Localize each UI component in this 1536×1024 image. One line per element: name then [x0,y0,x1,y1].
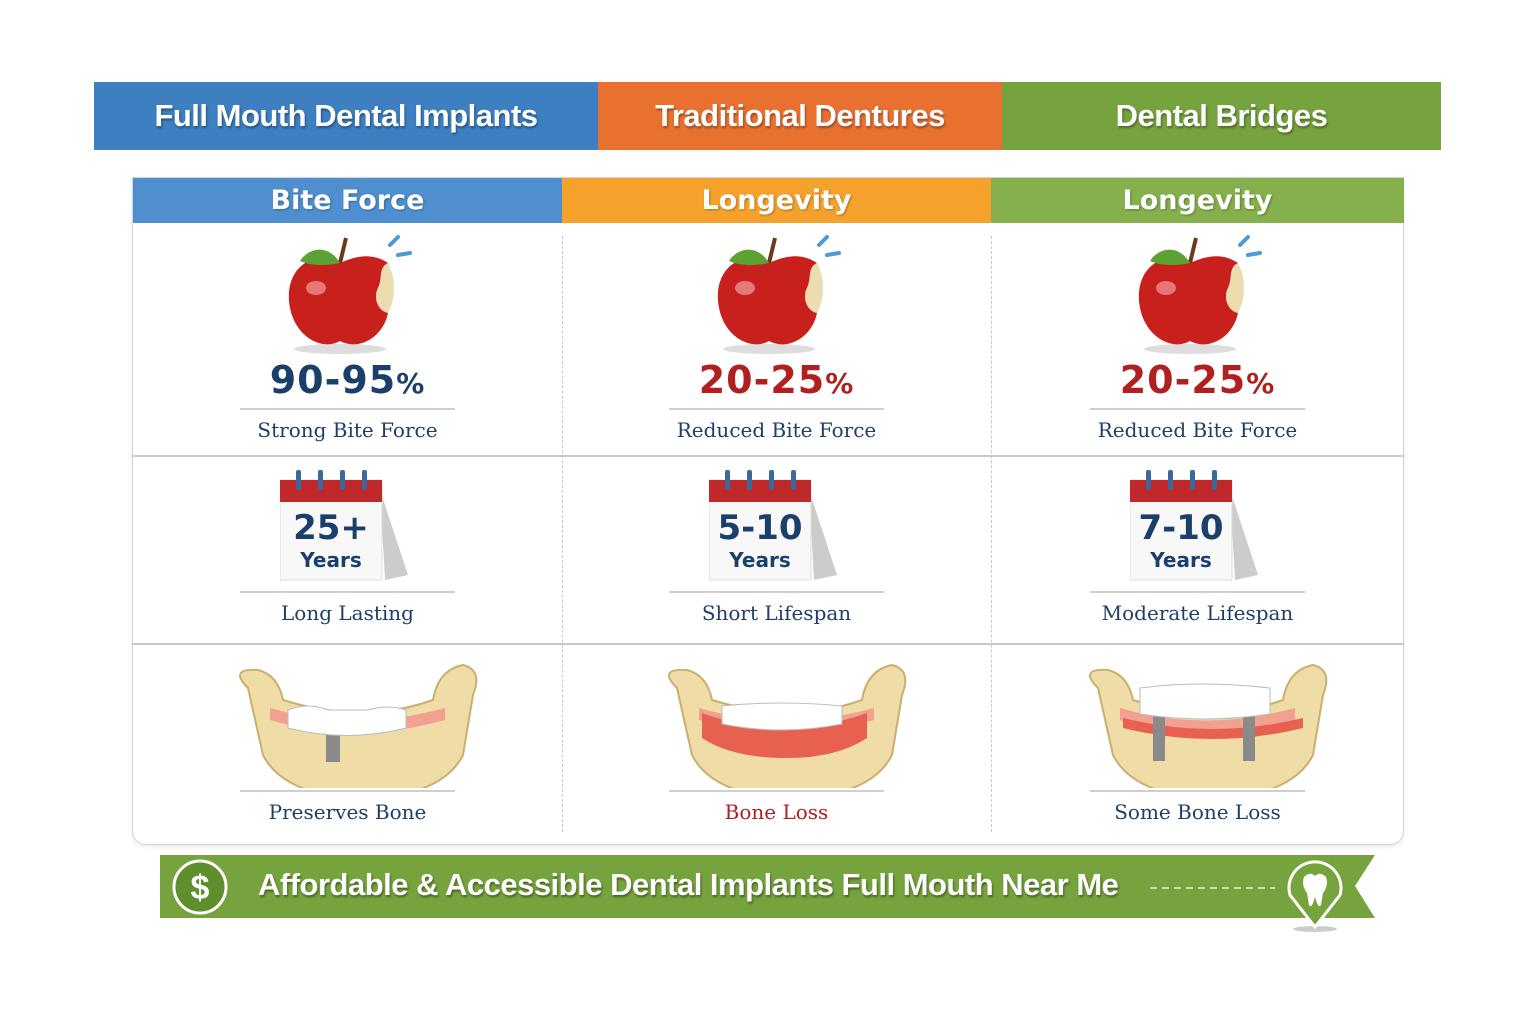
tooth-location-pin-icon [1287,860,1343,932]
tab-traditional-dentures: Traditional Dentures [598,82,1002,150]
bite-force-value: 90-95% [269,358,426,402]
bite-force-label: Reduced Bite Force [1097,417,1298,442]
bite-force-value: 20-25% [1119,358,1276,402]
tab-dental-bridges: Dental Bridges [1002,82,1441,150]
years-unit: Years [729,548,791,572]
row-divider [133,643,1403,645]
bone-cell: Preserves Bone [133,658,562,824]
lifespan-label: Long Lasting [281,600,414,625]
column-header: Bite Force [133,178,562,223]
lifespan-label: Moderate Lifespan [1101,600,1294,625]
column-header: Longevity [562,178,991,223]
calendar-icon: 7-10 Years [1130,470,1265,585]
longevity-cell: 7-10 Years Moderate Lifespan [991,470,1404,625]
column-divider [562,236,563,832]
column-header: Longevity [991,178,1404,223]
bite-force-cell: 90-95% Strong Bite Force [133,233,562,442]
bone-label: Preserves Bone [268,799,427,824]
calendar-icon: 25+ Years [280,470,415,585]
row-divider [133,455,1403,457]
bite-force-cell: 20-25% Reduced Bite Force [562,233,991,442]
jaw-denture-icon [667,663,906,788]
lifespan-label: Short Lifespan [701,600,852,625]
column-divider [991,236,992,832]
bottom-banner: $ Affordable & Accessible Dental Implant… [160,855,1375,932]
banner-text: Affordable & Accessible Dental Implants … [258,867,1119,902]
years-unit: Years [300,548,362,572]
years-value: 5-10 [717,508,803,548]
bone-cell: Bone Loss [562,658,991,824]
longevity-cell: 5-10 Years Short Lifespan [562,470,991,625]
bone-label: Bone Loss [724,799,829,824]
bitten-apple-icon [288,235,412,354]
bone-label: Some Bone Loss [1114,799,1281,824]
calendar-icon: 5-10 Years [709,470,844,585]
years-value: 7-10 [1138,508,1224,548]
bitten-apple-icon [717,235,841,354]
years-value: 25+ [293,508,369,548]
bite-force-label: Strong Bite Force [257,417,438,442]
jaw-bridge-icon [1088,663,1327,788]
jaw-implant-icon [238,663,477,788]
banner-ribbon [160,855,1375,918]
svg-text:$: $ [191,869,210,907]
bite-force-cell: 20-25% Reduced Bite Force [991,233,1404,442]
tab-full-mouth-implants: Full Mouth Dental Implants [94,82,598,150]
bite-force-label: Reduced Bite Force [676,417,877,442]
bitten-apple-icon [1138,235,1262,354]
comparison-table: Bite Force Longevity Longevity 90-95% St… [132,177,1404,845]
years-unit: Years [1150,548,1212,572]
dollar-icon: $ [172,859,228,915]
bone-cell: Some Bone Loss [991,658,1404,824]
longevity-cell: 25+ Years Long Lasting [133,470,562,625]
bite-force-value: 20-25% [698,358,855,402]
